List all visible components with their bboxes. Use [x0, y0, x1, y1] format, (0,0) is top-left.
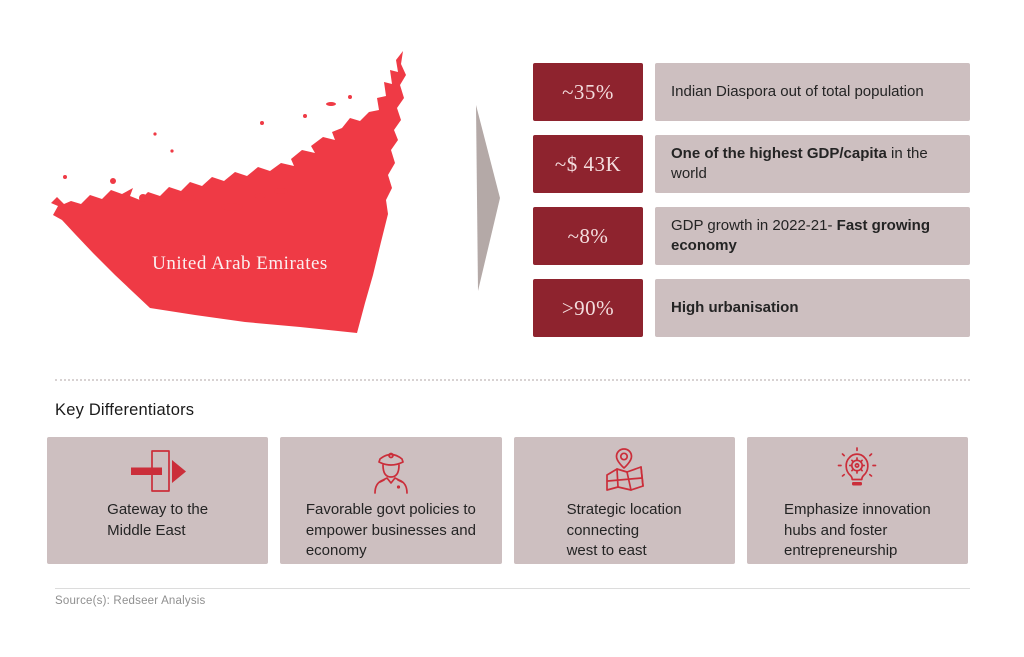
stat-description-text: Indian Diaspora out of total population — [671, 82, 924, 100]
stat-description-text: One of the highest GDP/capita in the wor… — [671, 144, 928, 182]
card-text: Gateway to the Middle East — [107, 501, 209, 539]
card-text: Emphasize innovation hubs and foster ent… — [783, 501, 931, 560]
footer-divider — [55, 588, 970, 589]
stat-badge: ~$ 43K — [533, 135, 643, 193]
card-text: Strategic location connecting west to ea… — [566, 501, 682, 560]
police-officer-icon — [367, 447, 415, 495]
card-strategic-location: Strategic location connecting west to ea… — [513, 437, 735, 564]
uae-map: United Arab Emirates — [45, 20, 465, 350]
stat-badge: ~35% — [533, 63, 643, 121]
stat-row-diaspora: ~35% Indian Diaspora out of total popula… — [533, 63, 970, 121]
stat-row-urbanisation: >90% High urbanisation — [533, 279, 970, 337]
innovation-bulb-icon — [833, 447, 881, 495]
stat-description: High urbanisation — [655, 279, 970, 337]
stat-description: GDP growth in 2022-21- Fast growing econ… — [655, 207, 970, 265]
key-differentiators-title: Key Differentiators — [55, 401, 195, 419]
dotted-divider — [55, 379, 970, 381]
stat-description-text: High urbanisation — [671, 298, 799, 316]
card-gateway: Gateway to the Middle East — [47, 437, 269, 564]
stat-row-gdp-capita: ~$ 43K One of the highest GDP/capita in … — [533, 135, 970, 193]
stat-badge: >90% — [533, 279, 643, 337]
stat-description: Indian Diaspora out of total population — [655, 63, 970, 121]
source-attribution: Source(s): Redseer Analysis — [55, 595, 206, 607]
card-text: Favorable govt policies to empower busin… — [305, 501, 476, 560]
stat-description: One of the highest GDP/capita in the wor… — [655, 135, 970, 193]
card-govt-policies: Favorable govt policies to empower busin… — [280, 437, 502, 564]
card-innovation: Emphasize innovation hubs and foster ent… — [746, 437, 968, 564]
stats-list: ~35% Indian Diaspora out of total popula… — [533, 63, 970, 337]
uae-map-icon: United Arab Emirates — [51, 51, 406, 333]
map-country-label: United Arab Emirates — [152, 253, 328, 274]
right-arrow-icon — [476, 105, 500, 291]
stat-description-text: GDP growth in 2022-21- Fast growing econ… — [671, 216, 930, 254]
stat-row-gdp-growth: ~8% GDP growth in 2022-21- Fast growing … — [533, 207, 970, 265]
uae-map-islands — [63, 95, 352, 211]
uae-map-silhouette — [51, 51, 406, 333]
map-pin-icon — [600, 447, 648, 495]
gateway-icon — [127, 447, 189, 495]
stat-badge: ~8% — [533, 207, 643, 265]
key-differentiators-cards: Gateway to the Middle East Favorable gov… — [47, 437, 968, 564]
pointer-arrow — [474, 103, 502, 293]
